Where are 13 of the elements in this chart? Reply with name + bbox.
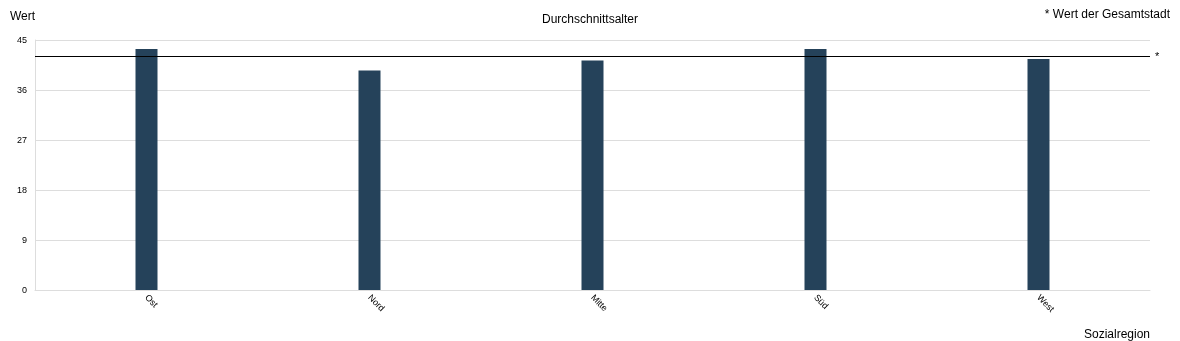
y-tick-label: 36 xyxy=(16,85,27,95)
y-axis-title: Wert xyxy=(9,9,36,23)
text: * Wert der Gesamtstadt xyxy=(1044,7,1171,21)
y-tick-label: 45 xyxy=(16,35,27,45)
chart-title: Durchschnittsalter xyxy=(541,12,639,26)
y-tick-label: 18 xyxy=(16,185,27,195)
y-tick-label: 0 xyxy=(21,285,27,295)
y-tick-label: 9 xyxy=(21,235,27,245)
y-tick-label: 27 xyxy=(16,135,27,145)
x-tick-label: Ost xyxy=(142,292,161,310)
x-axis-title: Sozialregion xyxy=(1083,327,1150,341)
ref-line-label: * xyxy=(1155,50,1160,63)
x-tick-label: Süd xyxy=(811,292,831,311)
